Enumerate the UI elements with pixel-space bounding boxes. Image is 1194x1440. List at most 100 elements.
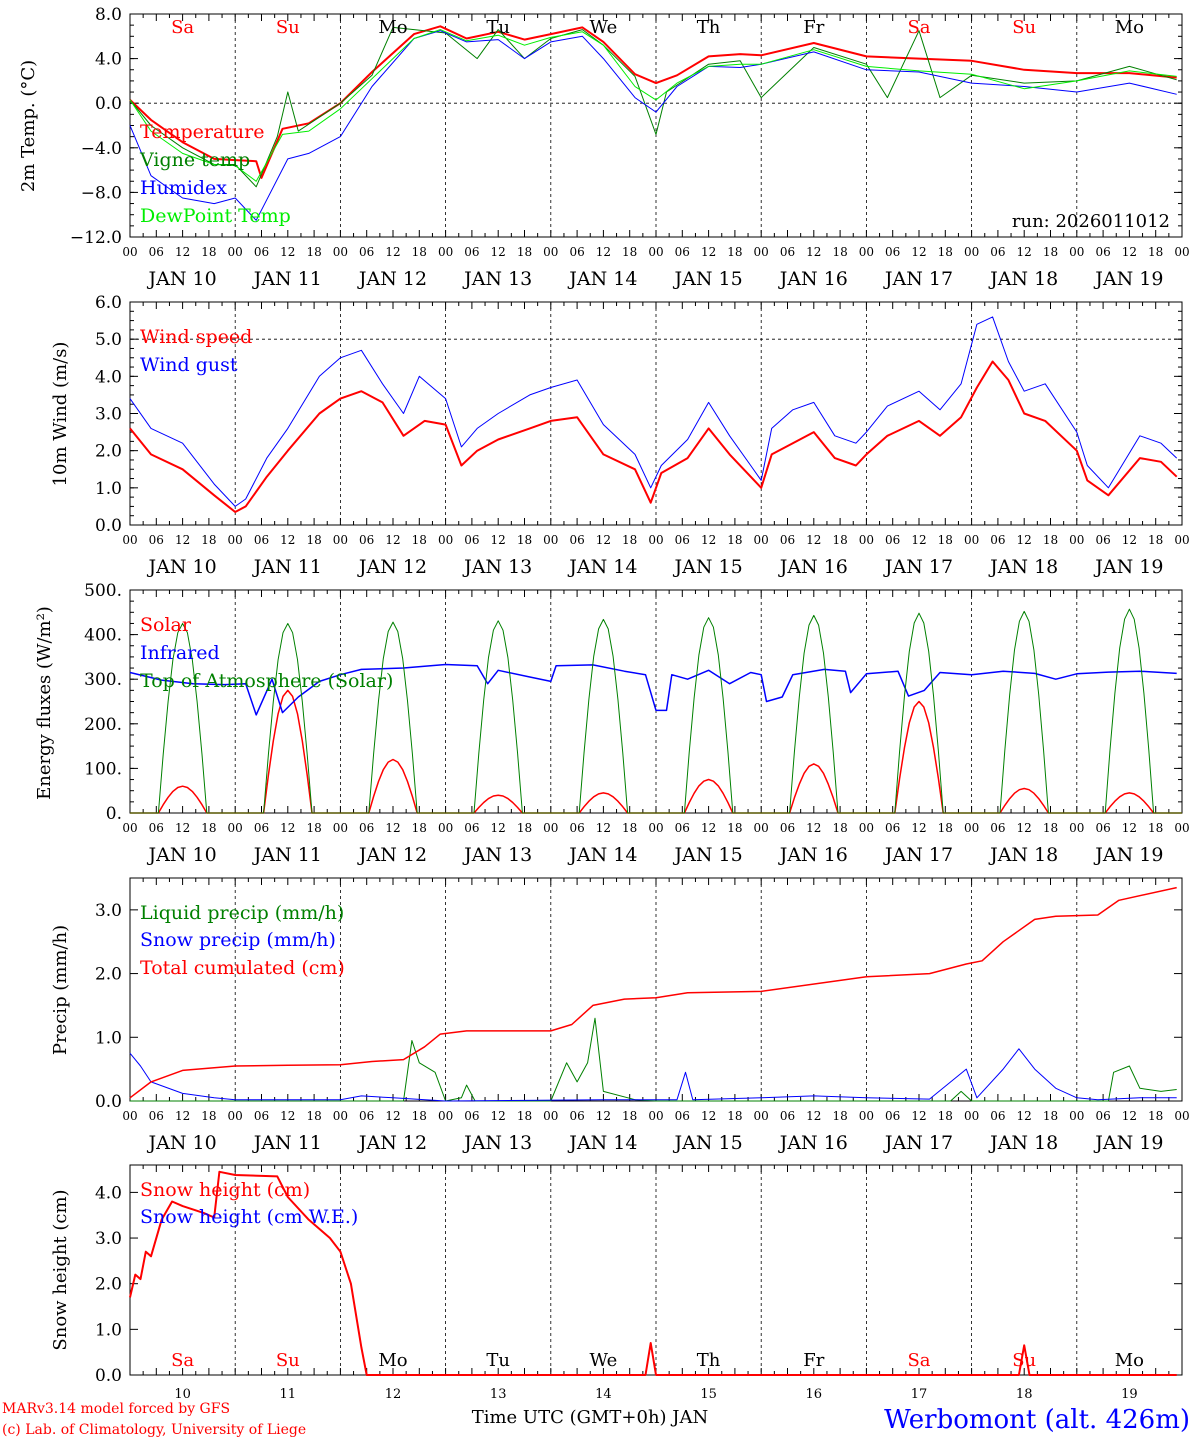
y-tick-label: 1.0 [95, 1028, 122, 1048]
hour-label: 18 [832, 533, 847, 547]
hour-label: 18 [517, 245, 532, 259]
x-axis-title: Time UTC (GMT+0h) JAN [472, 1407, 709, 1428]
hour-label: 18 [1148, 245, 1163, 259]
hour-label: 00 [754, 1109, 769, 1123]
y-tick-label: 0.0 [95, 94, 122, 114]
panel-2 [129, 301, 1183, 526]
legend-entry: Humidex [140, 177, 227, 199]
hour-label: 18 [622, 245, 637, 259]
day-name: Th [697, 1350, 721, 1371]
hour-label: 06 [780, 821, 795, 835]
date-label: JAN 17 [883, 844, 953, 866]
y-tick-label: 6.0 [95, 293, 122, 313]
hour-label: 06 [885, 533, 900, 547]
credit-line: (c) Lab. of Climatology, University of L… [2, 1422, 306, 1438]
hour-label: 00 [648, 821, 663, 835]
hour-label: 00 [648, 533, 663, 547]
y-tick-label: 3.0 [95, 1229, 122, 1249]
hour-label: 18 [1148, 821, 1163, 835]
hour-label: 00 [543, 245, 558, 259]
hour-label: 12 [596, 821, 611, 835]
hour-label: 00 [333, 245, 348, 259]
date-label: JAN 12 [357, 556, 427, 578]
date-label: JAN 10 [147, 268, 217, 290]
legend-entry: Liquid precip (mm/h) [140, 902, 344, 924]
hour-label: 12 [491, 245, 506, 259]
y-tick-label: 200. [84, 715, 122, 735]
hour-label: 00 [333, 1109, 348, 1123]
date-label: JAN 12 [357, 268, 427, 290]
day-number: 15 [700, 1387, 717, 1402]
hour-label: 06 [1095, 1109, 1110, 1123]
y-axis-label: Energy fluxes (W/m²) [34, 606, 55, 800]
hour-label: 18 [306, 533, 321, 547]
panel-1 [129, 13, 1183, 238]
hour-label: 00 [543, 533, 558, 547]
y-tick-label: 0.0 [95, 516, 122, 536]
hour-label: 12 [280, 1109, 295, 1123]
hour-label: 00 [1069, 533, 1084, 547]
date-label: JAN 16 [778, 1132, 848, 1154]
legend-entry: Snow height (cm W.E.) [140, 1206, 358, 1228]
hour-label: 12 [491, 1109, 506, 1123]
day-number: 12 [385, 1387, 402, 1402]
hour-label: 06 [1095, 245, 1110, 259]
hour-label: 00 [228, 533, 243, 547]
date-label: JAN 15 [673, 1132, 743, 1154]
y-tick-label: 2.0 [95, 442, 122, 462]
hour-label: 06 [990, 1109, 1005, 1123]
y-tick-label: 0.0 [95, 1092, 122, 1112]
legend-entry: DewPoint Temp [140, 205, 291, 227]
hour-label: 12 [175, 533, 190, 547]
date-label: JAN 14 [567, 1132, 637, 1154]
hour-label: 06 [885, 821, 900, 835]
hour-label: 00 [1069, 1109, 1084, 1123]
hour-label: 00 [333, 821, 348, 835]
legend-entry: Top of Atmosphere (Solar) [140, 670, 393, 692]
date-label: JAN 10 [147, 556, 217, 578]
y-tick-label: 2.0 [95, 965, 122, 985]
hour-label: 18 [1148, 533, 1163, 547]
y-tick-label: 3.0 [95, 901, 122, 921]
date-label: JAN 11 [252, 268, 322, 290]
hour-label: 12 [911, 1109, 926, 1123]
hour-label: 18 [1148, 1109, 1163, 1123]
hour-label: 00 [1069, 821, 1084, 835]
date-label: JAN 13 [462, 556, 532, 578]
y-tick-label: 100. [84, 759, 122, 779]
date-label: JAN 11 [252, 844, 322, 866]
hour-label: 06 [149, 821, 164, 835]
hour-label: 12 [911, 533, 926, 547]
day-name: Sa [171, 1350, 194, 1371]
hour-label: 06 [885, 245, 900, 259]
hour-label: 06 [464, 245, 479, 259]
hour-label: 00 [122, 245, 137, 259]
hour-label: 00 [438, 245, 453, 259]
hour-label: 00 [1069, 245, 1084, 259]
day-name: Mo [1115, 17, 1144, 38]
legend-entry: Wind speed [140, 326, 252, 348]
hour-label: 06 [359, 821, 374, 835]
legend-entry: Snow height (cm) [140, 1179, 310, 1201]
hour-label: 00 [1174, 533, 1189, 547]
day-number: 19 [1121, 1387, 1138, 1402]
date-label: JAN 16 [778, 844, 848, 866]
hour-label: 12 [806, 533, 821, 547]
hour-label: 00 [122, 1109, 137, 1123]
credit-line: MARv3.14 model forced by GFS [2, 1401, 230, 1417]
hour-label: 12 [385, 533, 400, 547]
hour-label: 06 [359, 245, 374, 259]
hour-label: 06 [464, 1109, 479, 1123]
hour-label: 12 [596, 1109, 611, 1123]
date-label: JAN 19 [1093, 556, 1163, 578]
hour-label: 18 [306, 821, 321, 835]
hour-label: 18 [306, 1109, 321, 1123]
hour-label: 06 [569, 533, 584, 547]
hour-label: 00 [859, 821, 874, 835]
legend-entry: Wind gust [140, 354, 238, 376]
y-axis-label: Precip (mm/h) [50, 925, 71, 1055]
hour-label: 18 [727, 245, 742, 259]
series-snow-precip-mm-h- [129, 1048, 1177, 1102]
plot-frame [129, 13, 1183, 238]
day-number: 18 [1016, 1387, 1033, 1402]
